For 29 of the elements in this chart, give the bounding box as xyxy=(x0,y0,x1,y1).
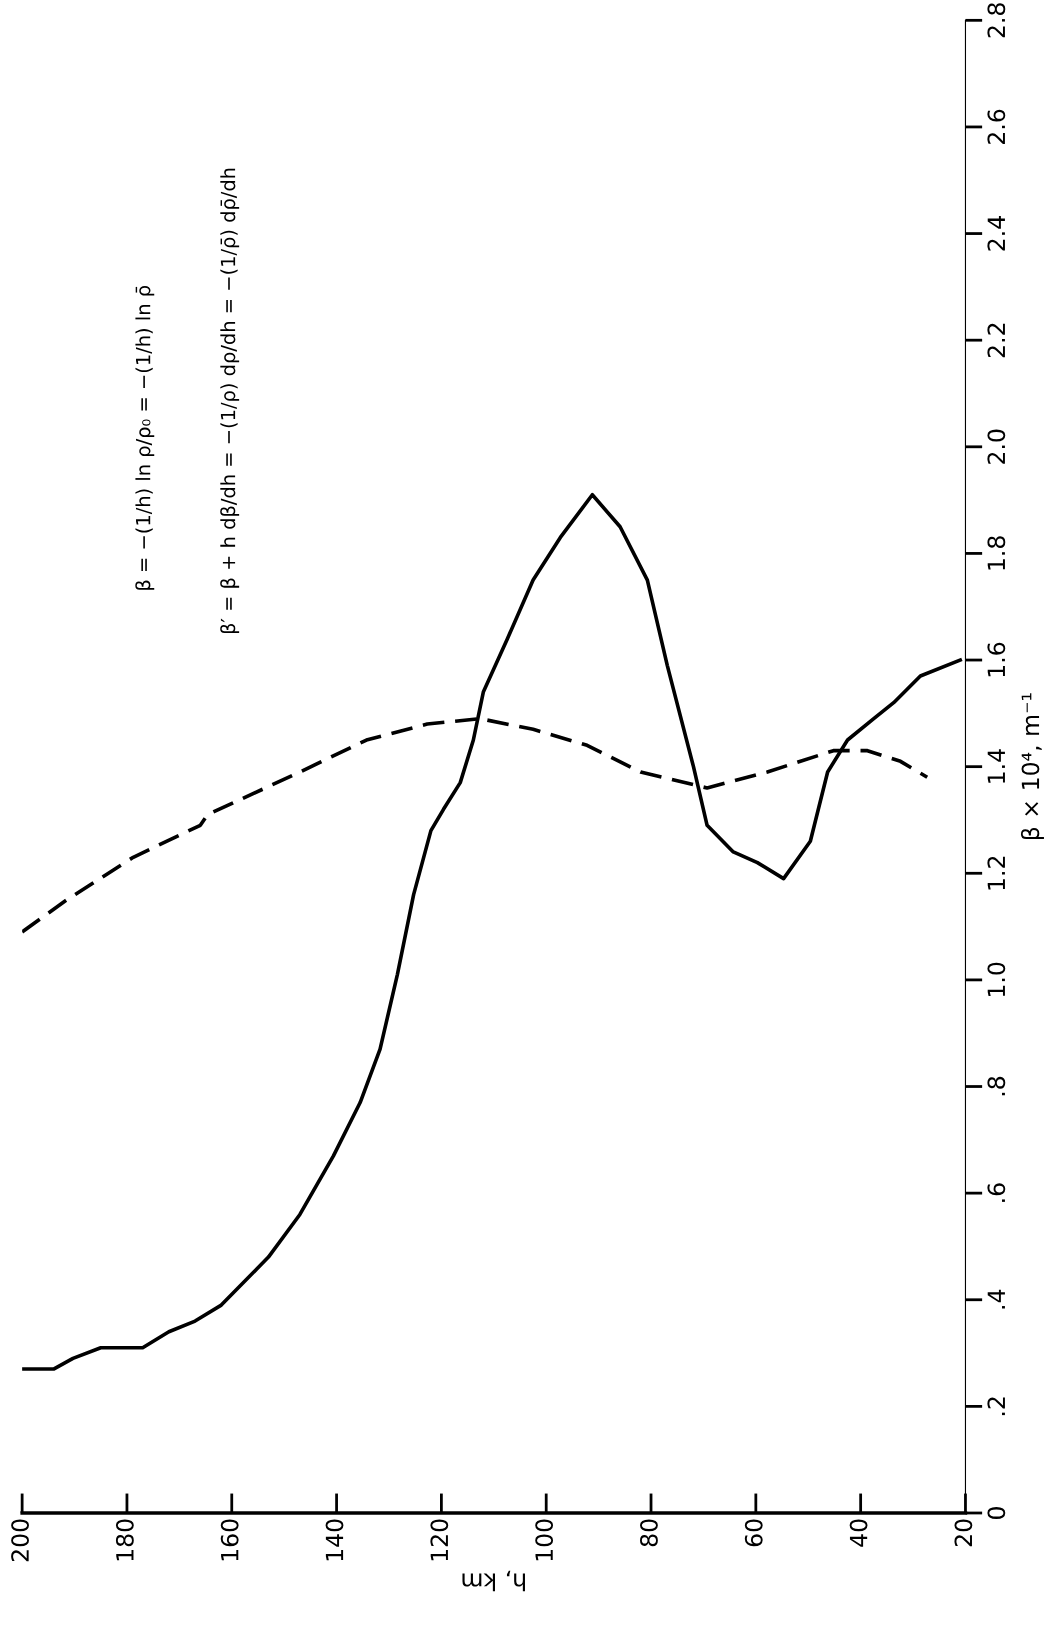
x-tick-label: 20 xyxy=(954,1519,973,1547)
x-tick-label: 60 xyxy=(744,1519,763,1547)
x-tick-label: 100 xyxy=(535,1519,554,1561)
y-tick-label: 2.8 xyxy=(987,3,1006,38)
x-tick-label: 120 xyxy=(430,1519,449,1561)
x-tick-label: 200 xyxy=(11,1519,29,1562)
y-tick-label: 1.2 xyxy=(987,856,1005,890)
x-axis-title: h, km xyxy=(462,1570,525,1592)
x-tick-label: 140 xyxy=(325,1519,344,1561)
y-tick-label: .6 xyxy=(987,1183,1006,1202)
y-tick-label: 2.2 xyxy=(987,323,1005,358)
annotation: β′ = β + h dβ/dh = −(1/ρ) dρ/dh = −(1/ρ̄) dρ̄/dh xyxy=(220,168,240,634)
x-tick-label: 80 xyxy=(640,1519,658,1547)
y-tick-label: .4 xyxy=(987,1289,1005,1309)
y-tick-label: 2.6 xyxy=(987,109,1006,144)
x-tick-label: 180 xyxy=(115,1519,134,1561)
y-tick-label: 0 xyxy=(987,1507,1006,1519)
y-tick-label: 2.0 xyxy=(987,429,1006,464)
y-tick-label: 2.4 xyxy=(987,216,1005,251)
y-tick-label: 1.4 xyxy=(987,749,1005,783)
y-tick-label: .8 xyxy=(987,1076,1006,1096)
y-tick-label: 1.8 xyxy=(987,536,1006,570)
y-tick-label: 1.6 xyxy=(987,642,1006,677)
x-tick-label: 40 xyxy=(849,1519,868,1547)
y-tick-label: 1.0 xyxy=(987,962,1006,997)
x-tick-label: 160 xyxy=(220,1519,239,1561)
y-tick-label: .2 xyxy=(987,1397,1005,1416)
annotation: β = −(1/h) ln ρ/ρ₀ = −(1/h) ln ρ̄ xyxy=(135,285,155,590)
y-axis-title: β × 10⁴, m⁻¹ xyxy=(1020,693,1044,840)
